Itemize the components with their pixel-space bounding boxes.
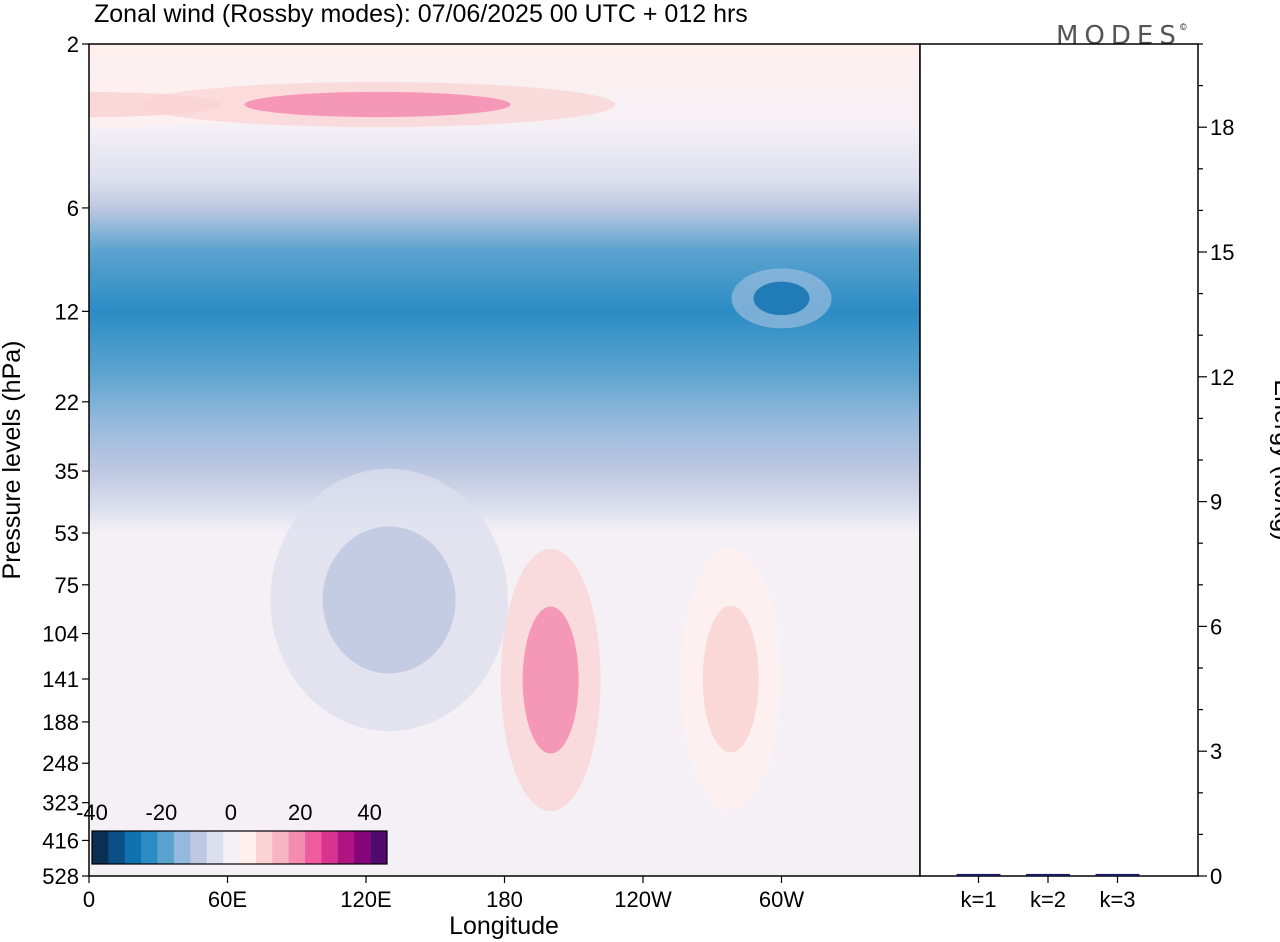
energy-bar (1095, 873, 1140, 876)
longitude-tick-label: 0 (83, 887, 95, 912)
longitude-axis-label: Longitude (449, 912, 559, 940)
pressure-ticks: 2 6 12 22 35 53 75 104 141 188 248 323 416 528 (42, 32, 89, 889)
heatmap-features (89, 82, 832, 812)
colorbar-swatch (157, 831, 175, 864)
longitude-tick-label: 60W (759, 887, 804, 912)
pressure-tick-label: 188 (42, 710, 79, 735)
longitude-ticks: 0 60E 120E 180 120W 60W (83, 876, 804, 912)
colorbar-swatch (108, 831, 126, 864)
colorbar-swatch (239, 831, 257, 864)
energy-panel: 0 3 6 9 12 15 18 k=1 k=2 k=3 Energy (kJ/kg) (919, 43, 1280, 912)
pressure-tick-label: 75 (55, 573, 79, 598)
field-feature-max (522, 606, 579, 754)
colorbar-swatch (173, 831, 191, 864)
heatmap-panel: 0 60E 120E 180 120W 60W 2 6 12 22 35 53 75 104 141 188… (0, 32, 921, 940)
pressure-tick-label: 248 (42, 751, 79, 776)
wavenumber-tick-label: k=2 (1030, 887, 1066, 912)
colorbar-swatch (223, 831, 240, 864)
pressure-tick-label: 141 (42, 667, 79, 692)
colorbar-swatch (354, 831, 371, 864)
energy-tick-label: 18 (1210, 115, 1234, 140)
colorbar: -40 -20 0 20 40 (76, 800, 388, 865)
energy-tick-label: 12 (1210, 365, 1234, 390)
colorbar-swatch (288, 831, 306, 864)
energy-tick-label: 9 (1210, 490, 1222, 515)
colorbar-swatch (337, 831, 355, 864)
field-feature-min (753, 281, 810, 316)
energy-axis-label: Energy (kJ/kg) (1269, 379, 1280, 540)
colorbar-tick-label: -20 (146, 800, 178, 825)
colorbar-tick-label: 40 (357, 800, 381, 825)
colorbar-swatch (272, 831, 289, 864)
field-feature-max (244, 91, 511, 118)
colorbar-tick-label: -40 (76, 800, 108, 825)
colorbar-swatch (305, 831, 322, 864)
wavenumber-tick-label: k=3 (1099, 887, 1135, 912)
colorbar-tick-label: 0 (225, 800, 237, 825)
colorbar-swatches (92, 831, 388, 864)
field-feature-max (702, 605, 759, 753)
pressure-tick-label: 35 (55, 459, 79, 484)
pressure-tick-label: 6 (67, 196, 79, 221)
energy-tick-label: 0 (1210, 864, 1222, 889)
energy-tick-label: 3 (1210, 739, 1222, 764)
colorbar-swatch (92, 831, 109, 864)
pressure-tick-label: 528 (42, 864, 79, 889)
energy-ticks: 0 3 6 9 12 15 18 (1198, 43, 1234, 889)
energy-tick-label: 15 (1210, 240, 1234, 265)
longitude-tick-label: 180 (486, 887, 523, 912)
colorbar-swatch (124, 831, 142, 864)
heatmap-background (89, 44, 920, 876)
longitude-tick-label: 120E (340, 887, 391, 912)
colorbar-frame (91, 830, 388, 865)
pressure-tick-label: 323 (42, 791, 79, 816)
energy-frame (919, 43, 1199, 877)
colorbar-tick-label: 20 (288, 800, 312, 825)
energy-bars (956, 873, 1140, 876)
longitude-tick-label: 120W (614, 887, 672, 912)
colorbar-swatch (370, 831, 388, 864)
energy-bar (956, 873, 1001, 876)
modes-watermark-mark: © (1180, 22, 1187, 32)
pressure-tick-label: 12 (55, 299, 79, 324)
chart-title: Zonal wind (Rossby modes): 07/06/2025 00… (94, 0, 748, 28)
pressure-tick-label: 22 (55, 390, 79, 415)
wavenumber-ticks: k=1 k=2 k=3 (960, 876, 1136, 912)
pressure-tick-label: 2 (67, 32, 79, 57)
colorbar-swatch (141, 831, 158, 864)
pressure-tick-label: 416 (42, 828, 79, 853)
colorbar-swatch (206, 831, 224, 864)
colorbar-swatch (321, 831, 339, 864)
wavenumber-tick-label: k=1 (960, 887, 996, 912)
field-feature-min (322, 526, 456, 674)
pressure-tick-label: 53 (55, 521, 79, 546)
colorbar-swatch (255, 831, 273, 864)
pressure-tick-label: 104 (42, 622, 79, 647)
colorbar-swatch (190, 831, 208, 864)
energy-bar (1026, 873, 1070, 876)
longitude-tick-label: 60E (208, 887, 247, 912)
colorbar-labels: -40 -20 0 20 40 (76, 800, 382, 825)
energy-tick-label: 6 (1210, 614, 1222, 639)
pressure-axis-label: Pressure levels (hPa) (0, 341, 26, 580)
